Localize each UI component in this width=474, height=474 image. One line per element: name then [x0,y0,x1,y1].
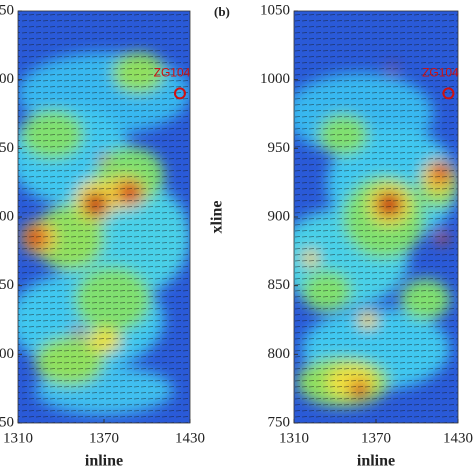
well-marker [173,87,186,100]
vector-field [294,11,458,423]
y-tick-label: 950 [268,140,291,156]
x-tick-label: 1430 [175,430,205,446]
y-tick-label: 950 [0,140,14,156]
well-marker [442,87,455,100]
x-tick-label: 1430 [443,430,473,446]
panel-label: (b) [214,4,230,19]
x-tick-label: 1370 [361,430,391,446]
y-tick-label: 1050 [0,2,14,18]
vector-field [18,11,190,423]
y-tick-label: 1050 [260,2,290,18]
y-tick-label: 850 [268,277,291,293]
y-tick-label: 800 [0,346,14,362]
y-tick-label: 800 [268,346,291,362]
x-axis-label: inline [85,453,123,470]
well-label: ZG104 [422,66,459,80]
well-label: ZG104 [154,66,191,80]
heatmap-panel [294,11,458,423]
y-tick-label: 750 [268,414,291,430]
x-tick-label: 1370 [89,430,119,446]
y-tick-label: 1000 [0,71,14,87]
heatmap-panel [18,11,190,423]
y-tick-label: 1000 [260,71,290,87]
y-tick-label: 750 [0,414,14,430]
y-tick-label: 900 [0,208,14,224]
y-tick-label: 900 [268,208,291,224]
x-tick-label: 1310 [279,430,309,446]
x-axis-label: inline [357,453,395,470]
x-tick-label: 1310 [3,430,33,446]
y-axis-label: xline [209,201,226,234]
y-tick-label: 850 [0,277,14,293]
